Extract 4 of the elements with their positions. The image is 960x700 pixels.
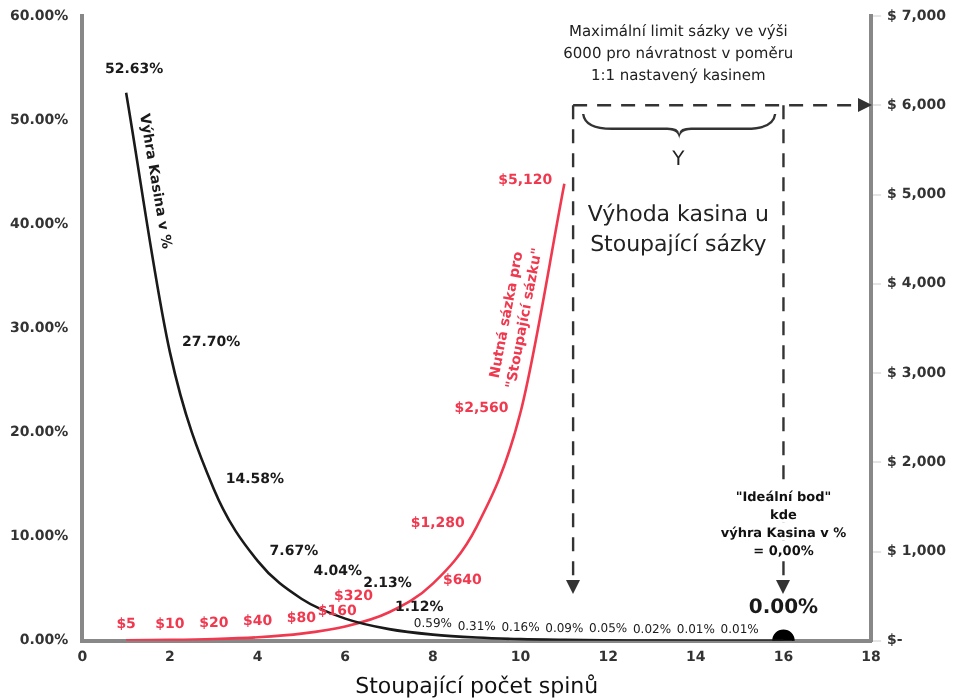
x-axis-title: Stoupající počet spinů [355,672,599,699]
annotation: Y [670,149,687,172]
data-label: 0.00% [748,596,819,619]
annotation: Výhoda kasina u Stoupající sázky [587,201,769,258]
